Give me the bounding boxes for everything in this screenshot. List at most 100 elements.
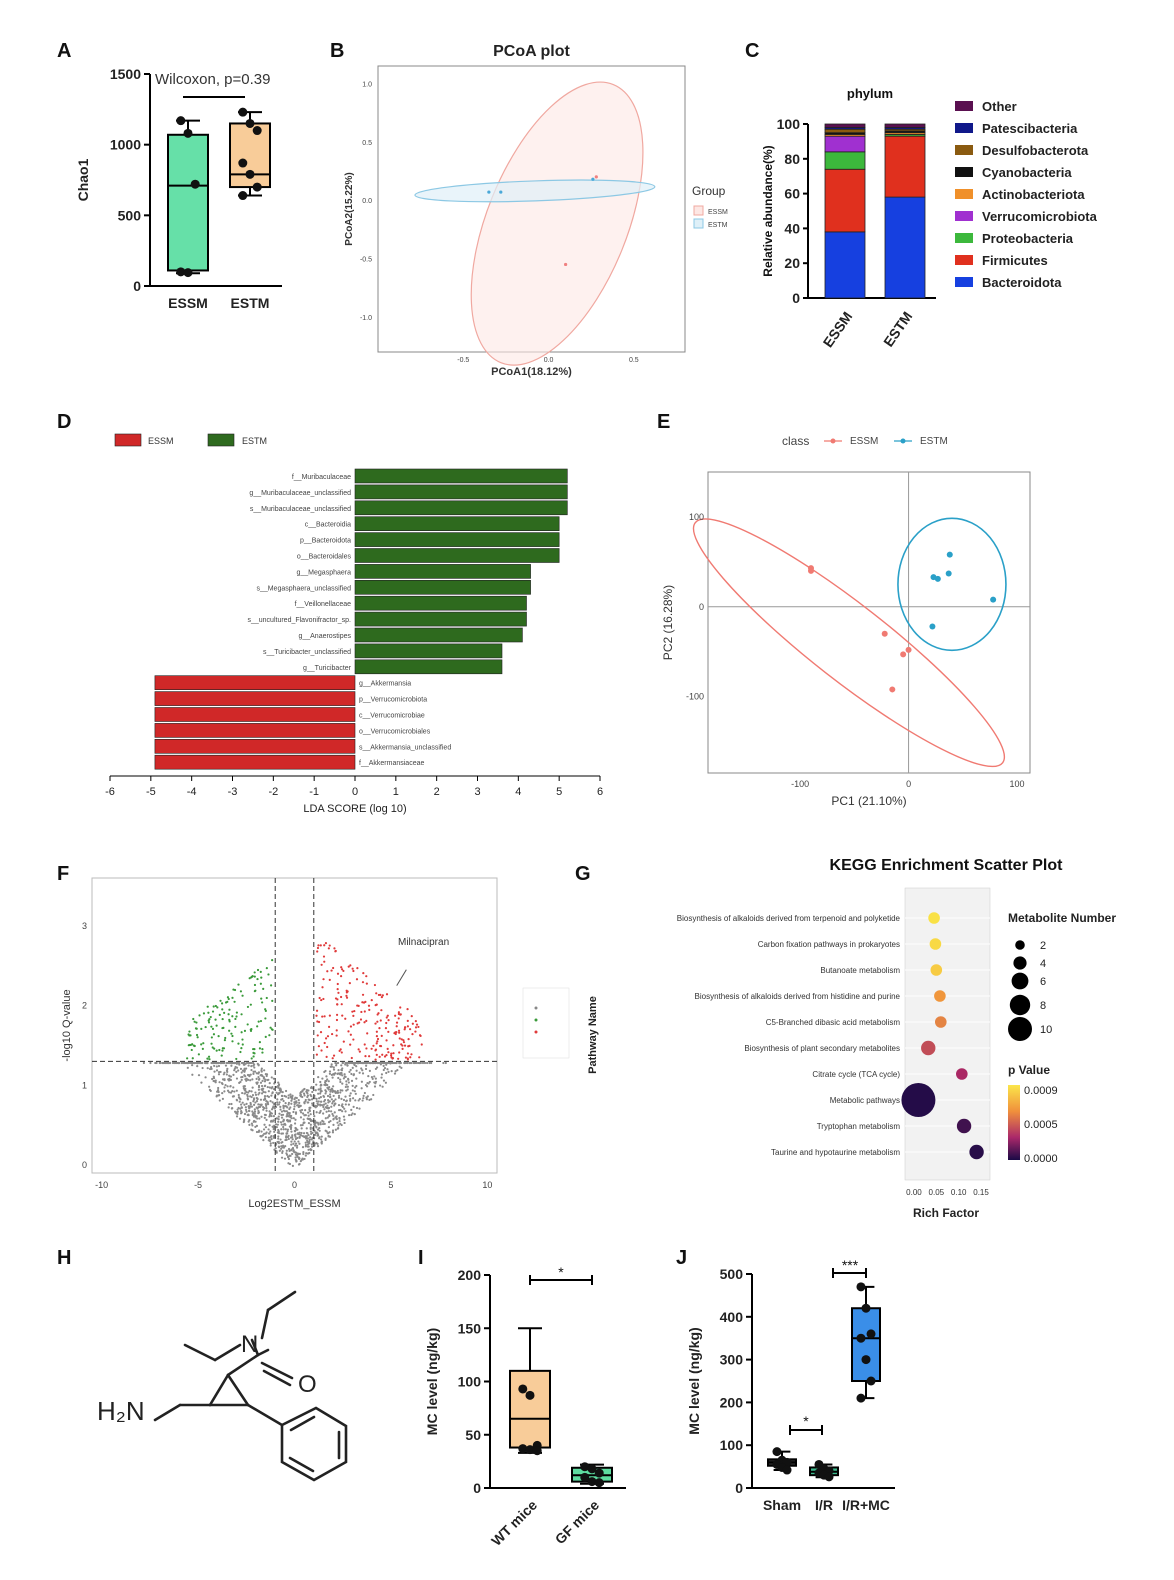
volcano-point [315,1111,318,1114]
volcano-point [174,1061,178,1065]
volcano-point [243,1074,246,1077]
volcano-point [291,1146,295,1150]
volcano-point [294,1111,298,1114]
volcano-point-down [195,1021,198,1024]
volcano-point-down [211,1010,215,1013]
volcano-point-up [387,1051,390,1054]
bond [246,1403,284,1427]
volcano-point [244,1106,247,1109]
volcano-point [250,1090,253,1093]
volcano-point-down [219,999,222,1002]
volcano-point [340,1064,343,1067]
volcano-point-down [237,983,240,986]
box-essm [167,133,209,272]
volcano-point [319,1080,322,1084]
volcano-point [272,1141,275,1145]
volcano-point [296,1144,299,1147]
data-point [245,118,255,128]
volcano-point-up [375,1030,378,1033]
volcano-point-up [342,1040,345,1043]
volcano-point [255,1077,258,1080]
stack-segment [884,135,926,198]
y-axis-label: PC2 (16.28%) [661,585,675,660]
volcano-point [374,1077,377,1080]
y-tick-label: 0 [473,1480,481,1496]
volcano-point [396,1069,399,1072]
legend-label: Firmicutes [982,253,1048,268]
volcano-point [331,1076,334,1079]
volcano-point-up [362,972,365,975]
volcano-point [311,1104,314,1107]
volcano-point [228,1102,231,1106]
volcano-point [250,1128,253,1131]
volcano-point [309,1123,312,1126]
volcano-point-down [231,1040,234,1043]
panel-letter-c: C [745,40,759,62]
volcano-point [280,1113,283,1117]
volcano-point [236,1112,239,1115]
volcano-point-up [367,1004,371,1007]
volcano-point [243,1092,246,1095]
volcano-point-down [253,983,257,987]
panel-letter-a: A [57,40,71,62]
volcano-point [276,1101,279,1104]
volcano-point [302,1118,305,1121]
volcano-point [331,1129,335,1132]
pca-point [905,646,912,653]
legend-title: Group [692,184,726,198]
volcano-point [271,1101,274,1104]
volcano-point-up [336,998,339,1001]
volcano-point [221,1082,224,1086]
x-axis-label: PC1 (21.10%) [831,794,906,808]
volcano-point [276,1123,279,1126]
volcano-point [238,1100,241,1103]
volcano-point [249,1061,253,1065]
legend-label: ESSM [708,209,728,216]
volcano-point [379,1084,382,1087]
volcano-point [242,1120,245,1124]
volcano-point [277,1132,281,1135]
volcano-point [277,1142,281,1145]
volcano-point [304,1141,307,1144]
volcano-point [314,1089,317,1092]
y-tick-label: 100 [777,116,801,132]
volcano-point-down [246,1005,250,1009]
volcano-point [244,1108,248,1111]
volcano-point [248,1109,251,1113]
volcano-point-down [265,967,268,970]
volcano-point [247,1104,251,1108]
volcano-point-down [223,1039,227,1042]
bond [250,1338,260,1357]
volcano-point-up [316,946,320,950]
volcano-point [341,1110,344,1113]
volcano-point-up [372,1044,375,1047]
volcano-point [257,1072,260,1075]
volcano-point [351,1112,354,1115]
volcano-point [340,1097,343,1100]
volcano-point [300,1131,303,1135]
volcano-point [214,1079,217,1082]
volcano-point [253,1110,257,1113]
volcano-point [351,1061,354,1065]
volcano-point [281,1151,284,1155]
volcano-point [323,1100,326,1103]
volcano-point-down [258,1047,262,1050]
volcano-point [369,1061,372,1065]
volcano-point [337,1076,340,1080]
volcano-point [326,1104,329,1107]
volcano-point [227,1078,230,1081]
volcano-point [354,1092,357,1095]
volcano-point [295,1101,298,1104]
volcano-point [291,1097,294,1100]
volcano-point-up [391,1057,394,1060]
size-legend-label: 8 [1040,1000,1046,1012]
volcano-point [257,1130,260,1133]
volcano-point [316,1103,320,1106]
volcano-point-down [256,968,260,972]
x-tick-label: 1 [393,786,399,798]
volcano-point-down [221,1026,224,1030]
stack-segment [824,135,866,153]
volcano-point [217,1070,221,1074]
x-tick-label: 100 [1009,779,1024,789]
volcano-point [322,1095,326,1098]
